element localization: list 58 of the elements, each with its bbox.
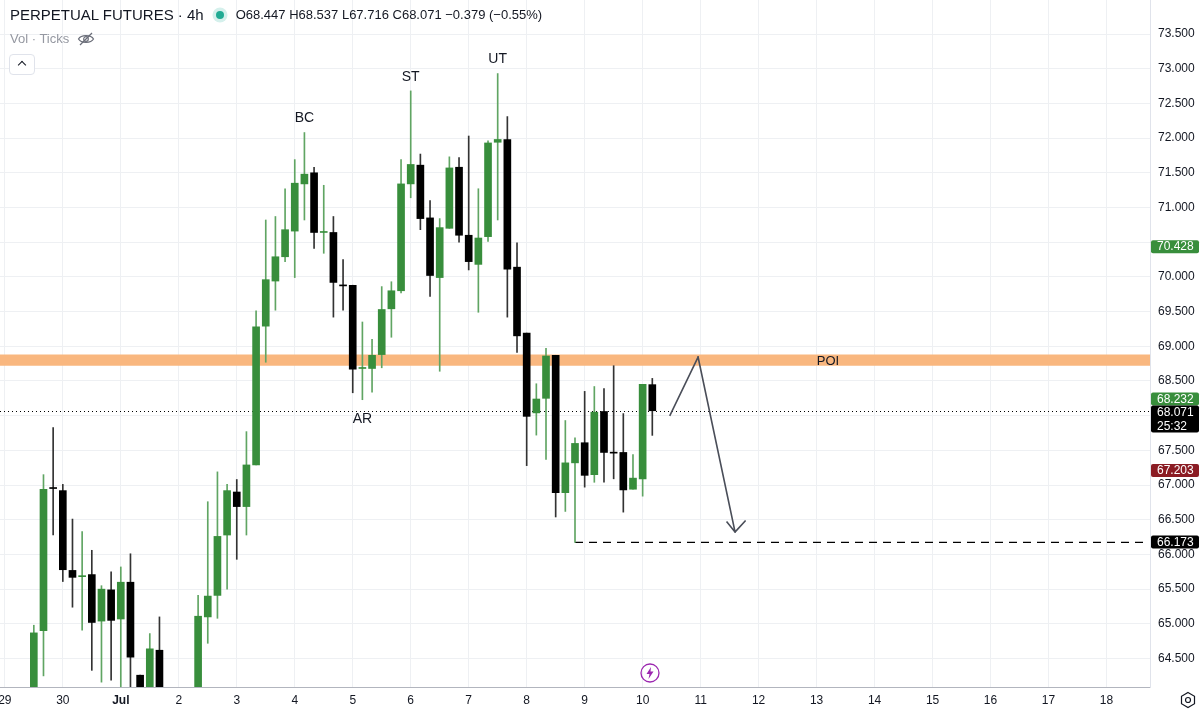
x-tick-label: 2	[175, 692, 183, 707]
y-tick-label: 73.000	[1158, 61, 1196, 76]
x-tick-label: 4	[291, 692, 299, 707]
x-tick-label: 30	[56, 692, 70, 707]
annotation: ST	[401, 67, 421, 84]
text: 70.428	[1157, 239, 1195, 254]
annotation: UT	[488, 50, 508, 67]
y-tick-label: 72.500	[1158, 95, 1196, 110]
ref-line-label: 68.071 25:32	[1157, 404, 1195, 433]
chart-title: PERPETUAL FUTURES · 4h	[10, 6, 204, 23]
candlestick	[464, 135, 473, 271]
x-tick-label: 13	[809, 692, 824, 707]
candlestick	[49, 427, 57, 536]
y-tick-label: 72.000	[1158, 130, 1196, 145]
y-tick-label: 68.500	[1158, 373, 1196, 388]
x-tick-label: 9	[581, 692, 589, 707]
data-label: 66.173	[1157, 534, 1195, 549]
text: O68.447 H68.537 L67.716 C68.071 −0.379 (−0.55%)	[235, 7, 543, 22]
x-tick-label: 3	[233, 692, 241, 707]
text: 67.203	[1157, 463, 1195, 478]
candlestick	[571, 437, 579, 543]
x-tick-label: 17	[1041, 692, 1056, 707]
y-tick-label: 67.000	[1158, 477, 1196, 492]
y-tick-label: 70.000	[1158, 269, 1196, 284]
candlestick	[78, 531, 86, 631]
x-tick-label: 11	[694, 692, 708, 707]
candlestick	[203, 501, 212, 644]
x-tick-label: 18	[1099, 692, 1114, 707]
x-tick-label: 14	[867, 692, 882, 707]
band-label: POI	[816, 352, 840, 368]
y-tick-label: 66.000	[1158, 546, 1196, 561]
y-tick-label: 73.500	[1158, 26, 1196, 41]
candlestick	[319, 184, 328, 254]
candlestick	[232, 479, 241, 560]
candlestick	[406, 90, 415, 199]
x-tick-label: 7	[465, 692, 473, 707]
x-tick-label: 5	[349, 692, 357, 707]
x-tick-label: Jul	[112, 692, 130, 707]
y-tick-label: 64.500	[1158, 650, 1196, 665]
x-tick-label: 6	[407, 692, 415, 707]
y-tick-label: 71.500	[1158, 165, 1196, 180]
x-tick-label: 15	[925, 692, 940, 707]
y-tick-label: 71.000	[1158, 199, 1196, 214]
text: 68.232	[1157, 391, 1195, 406]
y-tick-label: 65.500	[1158, 581, 1196, 596]
y-tick-label: 66.500	[1158, 512, 1196, 527]
x-tick-label: 16	[983, 692, 998, 707]
y-tick-label: 69.000	[1158, 338, 1196, 353]
annotation: Vol · Ticks	[10, 31, 70, 46]
x-tick-label: 12	[751, 692, 766, 707]
x-tick-label: 10	[635, 692, 650, 707]
y-tick-label: 69.500	[1158, 303, 1196, 318]
annotation: AR	[352, 409, 373, 426]
annotation: BC	[294, 109, 315, 126]
y-tick-label: 65.000	[1158, 616, 1196, 631]
x-tick-label: 8	[523, 692, 531, 707]
y-tick-label: 67.500	[1158, 442, 1196, 457]
candlestick	[493, 73, 502, 221]
